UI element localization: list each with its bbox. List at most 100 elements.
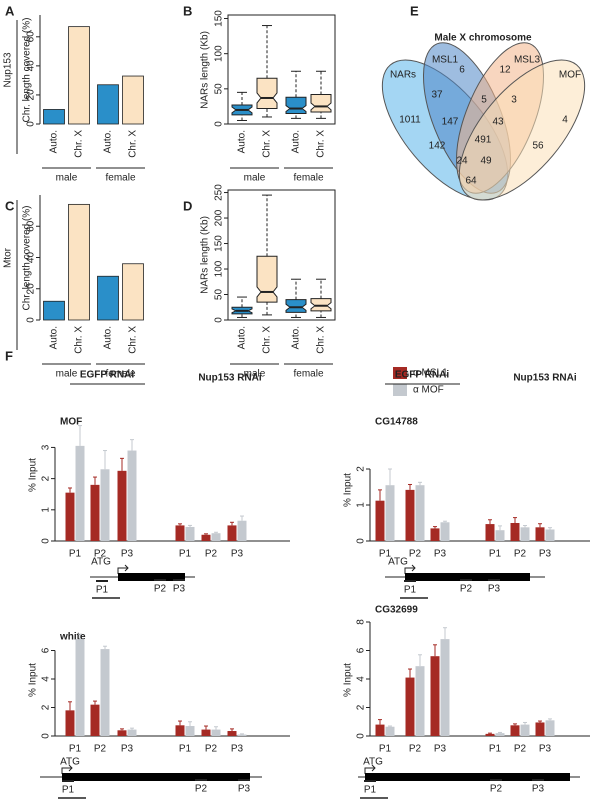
- y-tick-label: 60: [26, 220, 37, 232]
- y-tick-label: 0: [26, 121, 37, 127]
- box: [256, 77, 278, 110]
- bar: [185, 726, 195, 736]
- x-tick-label: P3: [434, 744, 447, 755]
- bar: [520, 724, 530, 736]
- bar: [68, 26, 90, 125]
- venn-count: 491: [475, 135, 492, 146]
- legend-label: α MSL1: [413, 368, 448, 379]
- y-tick-label: 0: [41, 538, 52, 544]
- y-tick-label: 60: [26, 31, 37, 43]
- tss-arrow: [117, 564, 129, 574]
- bar: [68, 203, 90, 321]
- y-axis-label: Chr. length covered (%): [22, 17, 33, 122]
- x-tick-label: P2: [409, 549, 422, 560]
- y-tick-label: 3: [41, 444, 52, 450]
- primer-label: P3: [238, 784, 251, 795]
- bar: [211, 729, 221, 736]
- x-tick-label: P1: [379, 744, 392, 755]
- y-tick-label: 8: [356, 619, 367, 625]
- bar: [65, 710, 75, 736]
- y-tick-label: 1: [356, 502, 367, 508]
- x-tick-label: P3: [121, 744, 134, 755]
- venn-count: 6: [459, 65, 465, 76]
- venn-count: 49: [480, 156, 492, 167]
- box: [285, 299, 307, 313]
- y-tick-label: 50: [214, 83, 225, 95]
- bar: [201, 534, 211, 541]
- y-tick-label: 0: [214, 317, 225, 323]
- bar: [65, 492, 75, 541]
- y-axis-label: % Input: [343, 473, 354, 507]
- group-label: male: [56, 369, 78, 380]
- primer-label: P3: [532, 784, 545, 795]
- primer-label: P2: [460, 584, 473, 595]
- legend-swatch: [393, 384, 407, 396]
- legend-swatch: [393, 367, 407, 379]
- bar: [535, 527, 545, 541]
- bar: [440, 639, 450, 736]
- x-tick-label: P3: [231, 549, 244, 560]
- panel-letter: F: [5, 348, 13, 363]
- x-tick-label: P1: [489, 549, 502, 560]
- group-label: male: [56, 173, 78, 184]
- primer-label: P3: [173, 584, 186, 595]
- gene-name: CG32699: [375, 605, 418, 616]
- bar: [127, 450, 137, 541]
- x-tick-label: Chr. X: [128, 326, 139, 354]
- group-header: Nup153 RNAi: [513, 373, 577, 384]
- bar: [175, 725, 185, 736]
- box: [256, 255, 278, 303]
- bar: [405, 677, 415, 736]
- primer-label: P1: [364, 785, 377, 796]
- y-tick-label: 20: [26, 89, 37, 101]
- y-tick-label: 100: [214, 260, 225, 277]
- venn-count: 1011: [399, 115, 421, 126]
- x-tick-label: Auto.: [291, 130, 302, 153]
- x-tick-label: Chr. X: [128, 130, 139, 158]
- gene-atg: ATG: [363, 757, 383, 768]
- panel-letter: A: [5, 3, 15, 18]
- y-tick-label: 150: [214, 10, 225, 27]
- gene-body: [62, 773, 250, 781]
- bar: [237, 520, 247, 541]
- y-tick-label: 1: [41, 507, 52, 513]
- bar: [201, 729, 211, 736]
- x-tick-label: P3: [121, 549, 134, 560]
- y-axis-label: NARs length (Kb): [200, 216, 211, 294]
- bar: [227, 525, 237, 541]
- primer-label: P2: [490, 784, 503, 795]
- venn-count: 64: [465, 176, 477, 187]
- panel-letter: B: [183, 3, 192, 18]
- y-tick-label: 100: [214, 45, 225, 62]
- y-tick-label: 40: [26, 60, 37, 72]
- venn-count: 24: [456, 156, 468, 167]
- bar: [97, 84, 119, 125]
- y-tick-label: 40: [26, 252, 37, 264]
- group-label: male: [244, 369, 266, 380]
- tss-arrow: [61, 764, 73, 774]
- box: [310, 93, 332, 113]
- bar: [385, 726, 395, 736]
- y-axis-label: % Input: [28, 663, 39, 697]
- x-tick-label: P2: [94, 744, 107, 755]
- x-tick-label: P1: [69, 549, 82, 560]
- bar: [75, 639, 85, 736]
- bar: [43, 300, 65, 321]
- box: [310, 298, 332, 312]
- y-tick-label: 150: [214, 235, 225, 252]
- tss-arrow: [404, 564, 416, 574]
- bar: [440, 522, 450, 541]
- x-tick-label: P2: [514, 744, 527, 755]
- primer-label: P1: [62, 785, 75, 796]
- venn-set-label: MOF: [559, 70, 581, 81]
- gene-name: MOF: [60, 417, 82, 428]
- x-tick-label: Auto.: [49, 326, 60, 349]
- x-tick-label: Chr. X: [74, 130, 85, 158]
- bar: [535, 722, 545, 736]
- bar: [100, 649, 110, 736]
- y-tick-label: 200: [214, 209, 225, 226]
- y-tick-label: 2: [356, 704, 367, 710]
- bar: [495, 733, 505, 736]
- bar: [175, 525, 185, 541]
